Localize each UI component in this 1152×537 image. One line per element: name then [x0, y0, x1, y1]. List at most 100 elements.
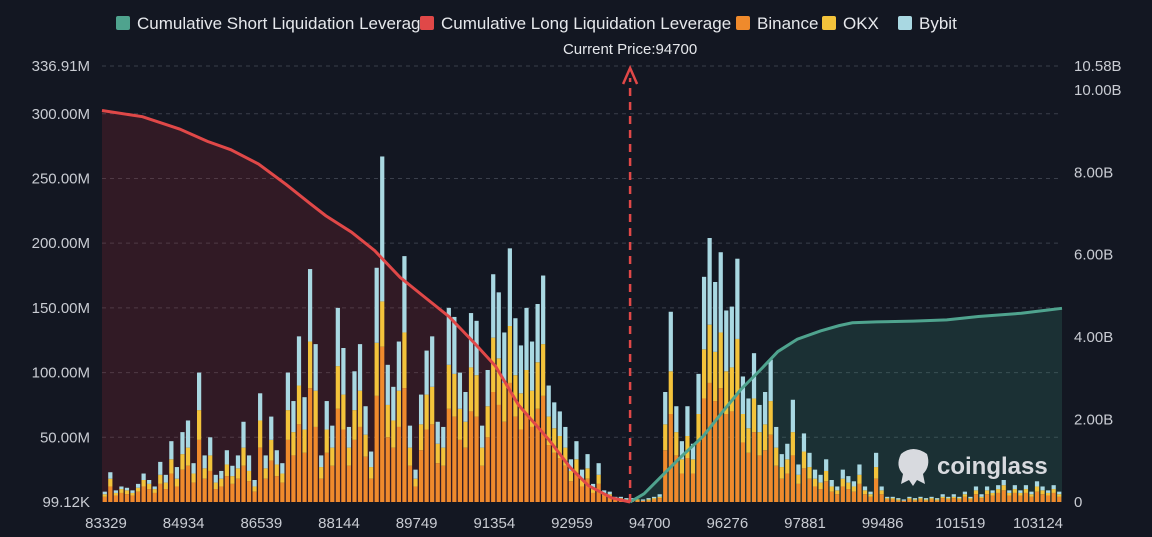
- bar-okx: [912, 499, 918, 501]
- bar-okx: [147, 483, 152, 490]
- bar-bybit: [313, 344, 318, 391]
- legend-label: Binance: [757, 14, 818, 33]
- bar-okx: [208, 455, 213, 471]
- bar-okx: [596, 474, 601, 484]
- bar-binance: [613, 499, 618, 502]
- bar-okx: [280, 473, 285, 483]
- legend-swatch: [116, 16, 130, 30]
- bar-okx: [124, 490, 130, 495]
- bar-bybit: [463, 392, 468, 422]
- x-tick-label: 86539: [240, 515, 282, 532]
- bar-okx: [962, 494, 967, 497]
- bar-okx: [818, 482, 823, 490]
- bar-bybit: [374, 267, 379, 343]
- bar-binance: [951, 498, 956, 502]
- y-right-tick-label: 4.00B: [1074, 329, 1113, 346]
- bar-binance: [646, 500, 651, 502]
- bar-okx: [235, 468, 241, 479]
- bar-okx: [879, 490, 884, 495]
- y-right-tick-label: 2.00B: [1074, 412, 1113, 429]
- bar-okx: [346, 447, 352, 466]
- bar-bybit: [180, 432, 185, 455]
- bar-okx: [990, 492, 995, 496]
- bar-binance: [829, 491, 834, 502]
- bar-bybit: [674, 406, 679, 433]
- bar-binance: [1046, 495, 1051, 502]
- bar-okx: [857, 474, 862, 484]
- bar-okx: [108, 478, 113, 487]
- y-left-tick-label: 100.00M: [32, 365, 90, 382]
- bar-binance: [402, 388, 407, 502]
- bar-okx: [707, 324, 712, 383]
- bar-binance: [907, 499, 912, 502]
- bar-bybit: [546, 385, 551, 417]
- bar-bybit: [219, 470, 224, 479]
- bar-okx: [868, 494, 873, 497]
- bar-binance: [785, 473, 790, 502]
- bar-bybit: [929, 496, 934, 499]
- bar-bybit: [541, 275, 546, 345]
- y-left-tick-label: 300.00M: [32, 106, 90, 123]
- bar-binance: [713, 401, 718, 502]
- bar-bybit: [652, 496, 657, 499]
- bar-binance: [302, 452, 307, 502]
- bar-binance: [790, 455, 795, 502]
- bar-okx: [374, 342, 379, 396]
- bar-okx: [979, 496, 984, 499]
- watermark-logo: coinglass: [898, 449, 1048, 486]
- bar-okx: [940, 496, 945, 499]
- bar-binance: [640, 500, 646, 502]
- bar-bybit: [1051, 485, 1056, 490]
- bar-bybit: [946, 496, 951, 499]
- bar-okx: [474, 375, 479, 417]
- bar-binance: [180, 469, 185, 502]
- bar-okx: [274, 464, 279, 477]
- bar-bybit: [197, 372, 202, 411]
- bar-bybit: [158, 461, 163, 475]
- bar-bybit: [668, 311, 673, 372]
- bar-okx: [330, 447, 335, 466]
- bar-bybit: [1046, 490, 1051, 493]
- bar-bybit: [119, 486, 124, 490]
- bar-bybit: [363, 406, 368, 435]
- bar-binance: [502, 421, 507, 502]
- bar-bybit: [951, 494, 956, 497]
- bar-okx: [674, 432, 679, 456]
- bar-binance: [524, 414, 529, 502]
- bar-okx: [130, 492, 135, 496]
- bar-okx: [252, 486, 257, 492]
- bar-binance: [724, 414, 729, 502]
- current-price-label: Current Price:94700: [563, 41, 697, 58]
- bar-bybit: [169, 441, 174, 460]
- bar-bybit: [640, 499, 646, 501]
- bar-bybit: [602, 490, 607, 493]
- bar-binance: [374, 395, 379, 502]
- current-price-arrow-icon: [621, 64, 639, 85]
- bar-binance: [990, 495, 995, 502]
- bar-binance: [124, 494, 130, 502]
- bar-okx: [402, 332, 407, 389]
- bar-binance: [424, 429, 429, 502]
- bar-binance: [862, 494, 868, 502]
- bar-bybit: [513, 318, 518, 376]
- bar-binance: [607, 496, 612, 502]
- bar-binance: [984, 494, 990, 502]
- bar-binance: [441, 465, 446, 502]
- bar-bybit: [280, 463, 285, 474]
- x-tick-label: 83329: [85, 515, 127, 532]
- bar-binance: [513, 416, 518, 502]
- bar-okx: [829, 486, 834, 492]
- bar-binance: [385, 437, 390, 502]
- bar-binance: [746, 452, 751, 502]
- bar-bybit: [191, 463, 196, 474]
- bar-bybit: [557, 411, 562, 437]
- y-right-tick-label: 0: [1074, 494, 1082, 511]
- y-right-tick-label: 10.00B: [1074, 82, 1122, 99]
- bar-okx: [441, 447, 446, 466]
- bar-bybit: [962, 491, 967, 495]
- bar-bybit: [252, 480, 257, 487]
- y-right-tick-label: 8.00B: [1074, 164, 1113, 181]
- bar-binance: [468, 411, 474, 502]
- bar-bybit: [418, 394, 424, 425]
- bar-binance: [485, 437, 490, 502]
